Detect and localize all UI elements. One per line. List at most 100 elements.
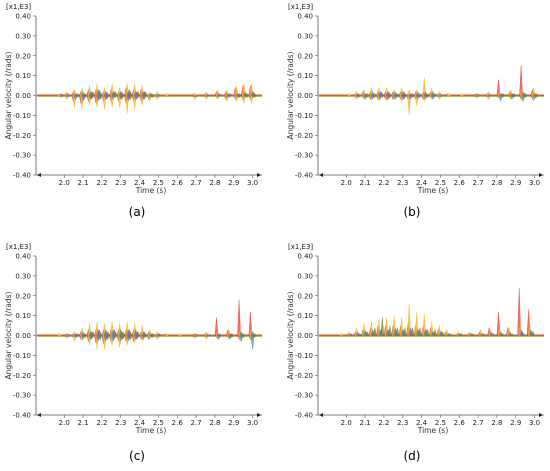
spike-mark [113, 95, 118, 98]
x-tick-label: 2.4 [416, 179, 428, 187]
x-tick-label: 3.0 [529, 179, 540, 187]
x-tick-label: 2.2 [378, 179, 389, 187]
y-tick-label: -0.10 [13, 112, 31, 120]
y-tick-label: 0.20 [297, 52, 313, 60]
spike-mark [245, 95, 250, 98]
spike-mark [59, 95, 64, 98]
y-axis-label: Angular velocity (/rads) [286, 51, 295, 139]
x-tick-label: 2.1 [360, 179, 371, 187]
axis-right-arrow-icon [257, 173, 261, 177]
y-tick-label: -0.10 [295, 352, 313, 360]
y-tick-label: 0.20 [15, 52, 31, 60]
spike-mark [365, 330, 370, 336]
y-tick-label: 0.30 [297, 32, 313, 40]
x-tick-label: 2.9 [228, 179, 239, 187]
y-tick-label: 0.20 [15, 292, 31, 300]
spike-mark [83, 335, 88, 338]
spike-mark [164, 335, 169, 338]
y-tick-label: 0.00 [15, 332, 31, 340]
x-tick-label: 2.4 [134, 179, 146, 187]
panel-caption: (a) [129, 205, 146, 219]
spike-mark [448, 333, 453, 336]
y-tick-label: 0.10 [15, 312, 31, 320]
x-tick-label: 2.4 [134, 419, 146, 427]
x-tick-label: 2.9 [510, 179, 521, 187]
spike-mark [433, 93, 438, 96]
x-tick-label: 2.3 [115, 419, 126, 427]
spike-mark [346, 95, 351, 98]
x-tick-label: 2.4 [416, 419, 428, 427]
panel-caption: (c) [129, 449, 145, 463]
y-tick-label: 0.40 [15, 13, 31, 21]
y-tick-label: -0.40 [295, 412, 313, 420]
x-tick-label: 2.6 [454, 419, 466, 427]
spike-mark [128, 335, 133, 341]
spike-mark [135, 95, 141, 98]
spike-mark [500, 333, 505, 336]
x-tick-label: 2.6 [172, 179, 184, 187]
spike-mark [402, 95, 407, 98]
y-tick-label: -0.30 [295, 392, 313, 400]
spike-mark [349, 333, 354, 336]
spike-mark [476, 95, 481, 98]
x-tick-label: 2.3 [397, 179, 408, 187]
x-tick-label: 2.8 [209, 179, 220, 187]
panel-b: [x1,E3] 0.40 0.30 0.20 0.10 0.00 -0.10 -0.20 -0.… [286, 3, 544, 219]
spike-mark [252, 95, 257, 98]
spike-mark [164, 95, 169, 98]
x-tick-label: 2.1 [360, 419, 371, 427]
spike-mark [410, 327, 415, 336]
x-tick-label: 2.6 [454, 179, 466, 187]
x-tick-label: 3.0 [529, 419, 540, 427]
x-tick-label: 2.5 [435, 179, 446, 187]
x-tick-label: 2.7 [191, 419, 202, 427]
x-tick-label: 2.9 [510, 419, 521, 427]
spike-mark [151, 335, 156, 338]
axis-multiplier-label: [x1,E3] [6, 3, 31, 11]
y-tick-label: -0.10 [13, 352, 31, 360]
x-tick-label: 2.2 [96, 179, 107, 187]
x-tick-label: 2.7 [191, 179, 202, 187]
x-tick-label: 2.8 [209, 419, 220, 427]
x-axis-label: Time (s) [417, 186, 449, 195]
panel-c: [x1,E3] 0.40 0.30 0.20 0.10 0.00 -0.10 -0.20 -0.… [4, 243, 262, 463]
spike-mark [418, 327, 422, 336]
y-tick-label: 0.10 [15, 72, 31, 80]
spike-mark [521, 333, 526, 336]
spike-mark [237, 95, 242, 98]
spike-mark [230, 335, 235, 338]
spike-mark [228, 93, 233, 96]
spike-mark [425, 95, 430, 98]
y-tick-label: 0.10 [297, 312, 313, 320]
spike-mark [90, 95, 95, 98]
axis-left-arrow-icon [37, 173, 41, 177]
panel-d: [x1,E3] 0.40 0.30 0.20 0.10 0.00 -0.10 -0.20 -0.… [286, 243, 544, 463]
spike-mark [417, 95, 423, 98]
axis-multiplier-label: [x1,E3] [6, 243, 31, 251]
spike-mark [425, 328, 430, 336]
spike-mark [410, 95, 415, 98]
y-axis-label: Angular velocity (/rads) [4, 291, 13, 379]
x-tick-label: 3.0 [247, 419, 258, 427]
y-tick-label: 0.00 [15, 92, 31, 100]
spike-mark [205, 335, 210, 338]
y-tick-label: -0.30 [295, 152, 313, 160]
spike-mark [510, 333, 515, 336]
axis-multiplier-label: [x1,E3] [288, 243, 313, 251]
spike-mark [357, 333, 362, 336]
spike-mark [143, 335, 148, 338]
spike-mark [57, 335, 62, 338]
spike-mark [157, 333, 162, 336]
x-axis-label: Time (s) [135, 186, 167, 195]
spike-mark [403, 327, 407, 336]
y-tick-label: 0.30 [15, 272, 31, 280]
x-axis-label: Time (s) [417, 426, 449, 435]
axis-right-arrow-icon [539, 173, 543, 177]
spike-mark [500, 95, 505, 98]
axis-left-arrow-icon [37, 413, 41, 417]
x-tick-label: 2.6 [172, 419, 184, 427]
spike-mark [491, 333, 496, 336]
y-tick-label: -0.20 [295, 132, 313, 140]
y-tick-label: 0.30 [297, 272, 313, 280]
x-tick-label: 2.8 [491, 179, 502, 187]
